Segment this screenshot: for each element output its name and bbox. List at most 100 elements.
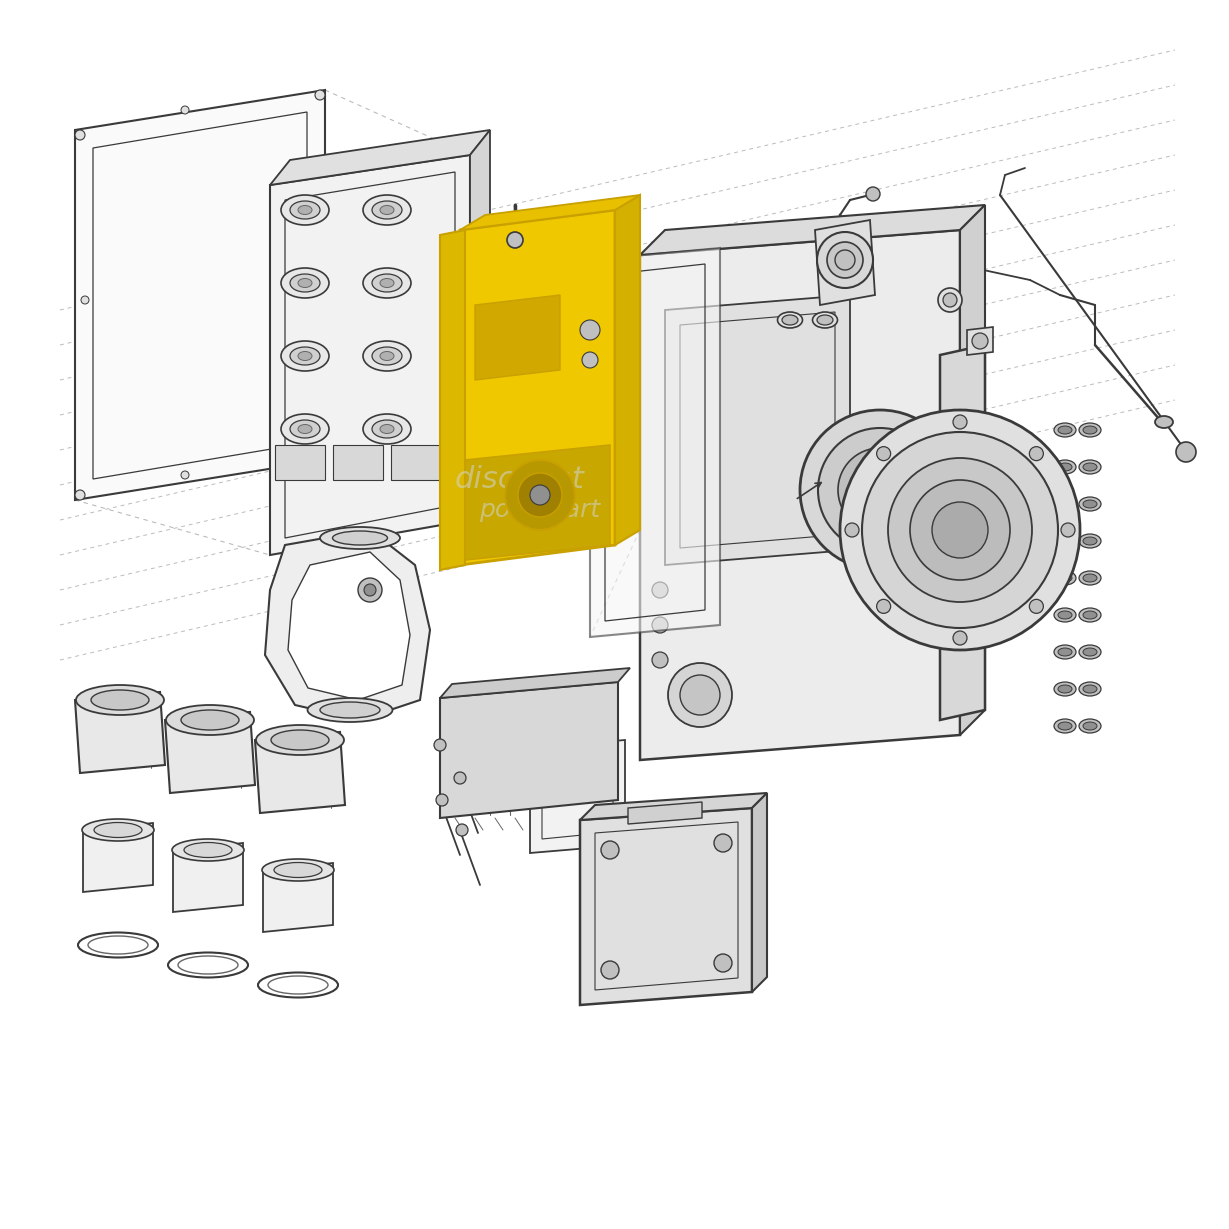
Circle shape (181, 106, 189, 114)
Ellipse shape (363, 340, 410, 371)
Polygon shape (752, 793, 767, 992)
Ellipse shape (93, 822, 143, 837)
Polygon shape (640, 230, 960, 760)
Polygon shape (614, 195, 640, 544)
Ellipse shape (1083, 648, 1097, 656)
Ellipse shape (1058, 721, 1072, 730)
Ellipse shape (372, 347, 402, 365)
Ellipse shape (297, 205, 312, 215)
Ellipse shape (363, 414, 410, 444)
Circle shape (800, 410, 960, 570)
Circle shape (714, 954, 732, 972)
Ellipse shape (1083, 685, 1097, 693)
Circle shape (834, 249, 855, 270)
Ellipse shape (91, 689, 149, 710)
Polygon shape (460, 195, 640, 230)
Polygon shape (75, 692, 165, 773)
Polygon shape (275, 445, 324, 481)
Ellipse shape (1054, 571, 1077, 585)
Ellipse shape (1054, 423, 1077, 438)
Ellipse shape (372, 274, 402, 293)
Ellipse shape (274, 863, 322, 878)
Polygon shape (173, 843, 243, 912)
Circle shape (75, 130, 85, 140)
Circle shape (1030, 600, 1043, 613)
Circle shape (306, 265, 313, 274)
Circle shape (75, 490, 85, 500)
Ellipse shape (1058, 648, 1072, 656)
Polygon shape (967, 327, 993, 355)
Circle shape (653, 653, 669, 669)
Polygon shape (815, 220, 875, 305)
Polygon shape (165, 712, 254, 793)
Ellipse shape (290, 347, 320, 365)
Circle shape (972, 333, 988, 349)
Ellipse shape (372, 202, 402, 219)
Circle shape (81, 296, 88, 304)
Circle shape (508, 232, 524, 248)
Ellipse shape (297, 424, 312, 434)
Polygon shape (288, 552, 410, 701)
Ellipse shape (1079, 423, 1101, 438)
Ellipse shape (1054, 719, 1077, 732)
Circle shape (653, 583, 669, 599)
Circle shape (846, 524, 859, 537)
Polygon shape (270, 130, 490, 186)
Circle shape (456, 823, 468, 836)
Ellipse shape (272, 730, 329, 750)
Ellipse shape (1079, 719, 1101, 732)
Polygon shape (580, 793, 767, 820)
Ellipse shape (290, 420, 320, 438)
Polygon shape (940, 345, 984, 720)
Circle shape (517, 473, 562, 517)
Circle shape (669, 662, 732, 728)
Circle shape (943, 293, 957, 307)
Ellipse shape (262, 859, 334, 881)
Ellipse shape (380, 351, 395, 360)
Ellipse shape (812, 312, 837, 328)
Ellipse shape (297, 351, 312, 360)
Ellipse shape (1054, 608, 1077, 622)
Polygon shape (474, 295, 560, 380)
Polygon shape (75, 90, 324, 500)
Ellipse shape (1079, 497, 1101, 511)
Circle shape (838, 449, 922, 532)
Ellipse shape (1079, 460, 1101, 474)
Ellipse shape (166, 705, 254, 735)
Ellipse shape (380, 424, 395, 434)
Ellipse shape (1079, 682, 1101, 696)
Ellipse shape (817, 315, 833, 324)
Polygon shape (440, 230, 465, 570)
Ellipse shape (1054, 682, 1077, 696)
Circle shape (680, 675, 720, 715)
Ellipse shape (320, 702, 380, 718)
Ellipse shape (1083, 574, 1097, 583)
Polygon shape (960, 205, 984, 735)
Polygon shape (265, 530, 430, 720)
Ellipse shape (181, 710, 238, 730)
Polygon shape (628, 803, 702, 823)
Polygon shape (440, 682, 618, 819)
Ellipse shape (1079, 645, 1101, 659)
Circle shape (601, 841, 619, 859)
Circle shape (454, 772, 466, 784)
Ellipse shape (1058, 537, 1072, 544)
Circle shape (866, 187, 880, 202)
Ellipse shape (380, 279, 395, 288)
Ellipse shape (363, 268, 410, 297)
Ellipse shape (1054, 497, 1077, 511)
Circle shape (817, 232, 873, 288)
Ellipse shape (1058, 426, 1072, 434)
Ellipse shape (1083, 500, 1097, 508)
Ellipse shape (380, 205, 395, 215)
Ellipse shape (1079, 533, 1101, 548)
Ellipse shape (1155, 415, 1172, 428)
Ellipse shape (184, 843, 232, 858)
Circle shape (364, 584, 376, 596)
Ellipse shape (1058, 500, 1072, 508)
Circle shape (876, 446, 891, 461)
Circle shape (714, 834, 732, 852)
Ellipse shape (1083, 611, 1097, 619)
Ellipse shape (256, 725, 344, 755)
Polygon shape (270, 155, 469, 556)
